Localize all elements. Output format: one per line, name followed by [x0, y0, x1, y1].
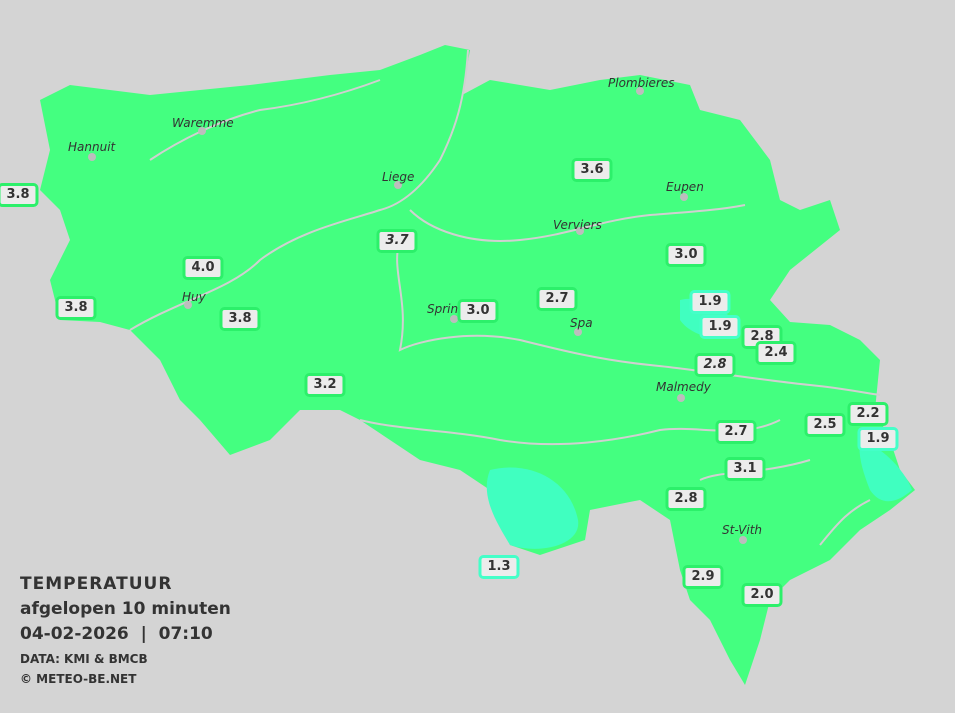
station-temperature-label[interactable]: 3.8: [219, 307, 261, 331]
legend-title: TEMPERATUUR: [20, 574, 173, 594]
station-temperature-label[interactable]: 2.5: [804, 413, 846, 437]
station-temperature-label[interactable]: 2.8: [665, 487, 707, 511]
city-dot: [739, 536, 747, 544]
city-dot: [450, 315, 458, 323]
city-label: Spa: [570, 316, 593, 330]
station-temperature-label[interactable]: 3.7: [376, 229, 418, 253]
city-dot: [88, 153, 96, 161]
city-label: Plombieres: [608, 76, 675, 90]
station-temperature-label[interactable]: 3.2: [304, 373, 346, 397]
city-dot: [394, 181, 402, 189]
city-label: Huy: [182, 290, 206, 304]
legend-source: DATA: KMI & BMCB: [20, 652, 148, 666]
station-temperature-label[interactable]: 2.8: [694, 353, 736, 377]
legend-copyright: © METEO-BE.NET: [20, 672, 137, 686]
station-temperature-label[interactable]: 1.9: [857, 427, 899, 451]
city-dot: [677, 394, 685, 402]
station-temperature-label[interactable]: 3.8: [55, 296, 97, 320]
city-dot: [576, 227, 584, 235]
station-temperature-label[interactable]: 2.2: [847, 402, 889, 426]
city-label: Sprin: [427, 302, 459, 316]
station-temperature-label[interactable]: 4.0: [182, 256, 224, 280]
station-temperature-label[interactable]: 2.9: [682, 565, 724, 589]
city-dot: [198, 127, 206, 135]
city-label: Liege: [382, 170, 415, 184]
station-temperature-label[interactable]: 2.0: [741, 583, 783, 607]
station-temperature-label[interactable]: 3.6: [571, 158, 613, 182]
city-label: Verviers: [553, 218, 602, 232]
province-area: [40, 45, 915, 685]
station-temperature-label[interactable]: 2.7: [536, 287, 578, 311]
cold-zone: [859, 440, 912, 502]
city-label: Eupen: [666, 180, 704, 194]
station-temperature-label[interactable]: 3.0: [665, 243, 707, 267]
station-temperature-label[interactable]: 3.1: [724, 457, 766, 481]
station-temperature-label[interactable]: 3.0: [457, 299, 499, 323]
legend: TEMPERATUUR afgelopen 10 minuten 04-02-2…: [20, 572, 231, 689]
station-temperature-label[interactable]: 1.9: [689, 290, 731, 314]
city-label: Hannuit: [68, 140, 116, 154]
legend-datetime: 04-02-2026 | 07:10: [20, 624, 213, 644]
city-dot: [636, 87, 644, 95]
city-dot: [184, 301, 192, 309]
station-temperature-label[interactable]: 1.9: [699, 315, 741, 339]
city-label: Waremme: [172, 116, 234, 130]
station-temperature-label[interactable]: 3.8: [0, 183, 39, 207]
city-label: Malmedy: [656, 380, 711, 394]
station-temperature-label[interactable]: 2.7: [715, 420, 757, 444]
city-label: St-Vith: [722, 523, 763, 537]
legend-subtitle: afgelopen 10 minuten: [20, 599, 231, 619]
station-temperature-label[interactable]: 2.4: [755, 341, 797, 365]
cold-zone: [486, 467, 579, 549]
city-dot: [680, 193, 688, 201]
station-temperature-label[interactable]: 1.3: [478, 555, 520, 579]
city-dot: [574, 328, 582, 336]
